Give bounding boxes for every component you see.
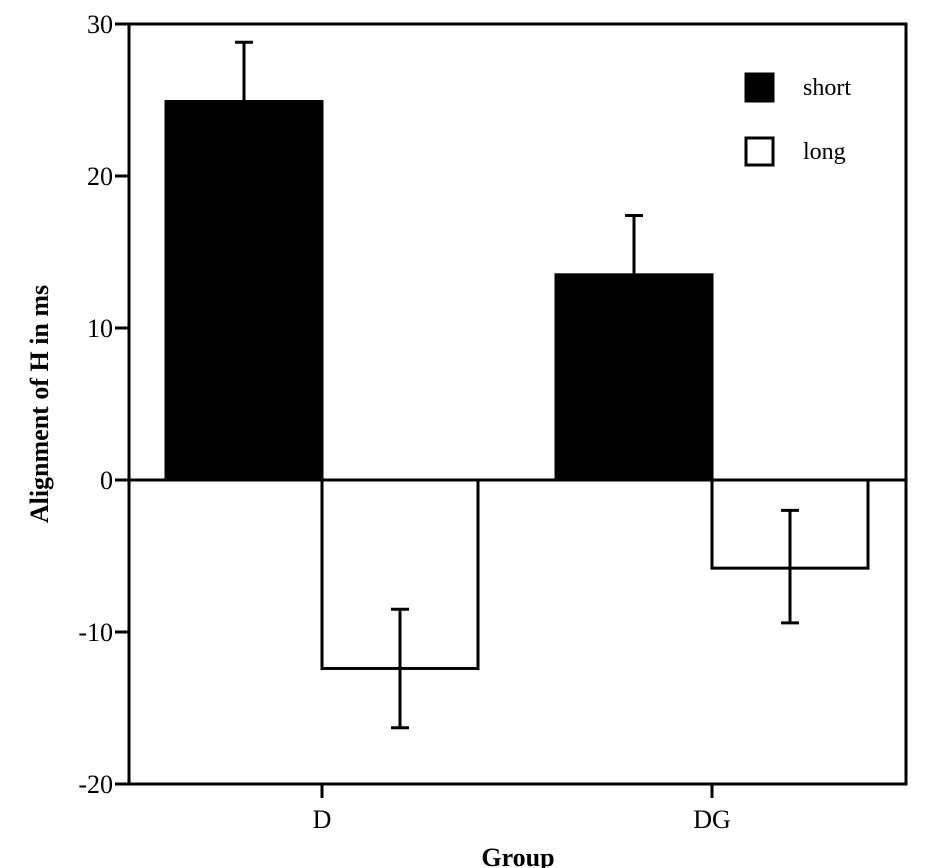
legend: short long bbox=[744, 72, 851, 167]
y-tick-label: 20 bbox=[87, 162, 113, 191]
bar-short-D bbox=[164, 100, 324, 482]
y-axis-title: Alignment of H in ms bbox=[25, 285, 54, 523]
legend-swatch-short bbox=[744, 72, 775, 103]
x-tick-label: DG bbox=[693, 805, 731, 834]
y-tick-label: 0 bbox=[100, 466, 113, 495]
legend-label-long: long bbox=[803, 139, 846, 165]
x-tick-label: D bbox=[313, 805, 332, 834]
plot-frame bbox=[127, 22, 908, 786]
y-tick-label: -10 bbox=[78, 618, 113, 647]
y-tick-label: 30 bbox=[87, 10, 113, 39]
legend-label-short: short bbox=[803, 75, 851, 101]
bar-short-DG bbox=[554, 273, 714, 482]
x-axis-title: Group bbox=[481, 843, 554, 868]
y-tick-label: -20 bbox=[78, 770, 113, 799]
y-tick-label: 10 bbox=[87, 314, 113, 343]
legend-swatch-long bbox=[744, 136, 775, 167]
